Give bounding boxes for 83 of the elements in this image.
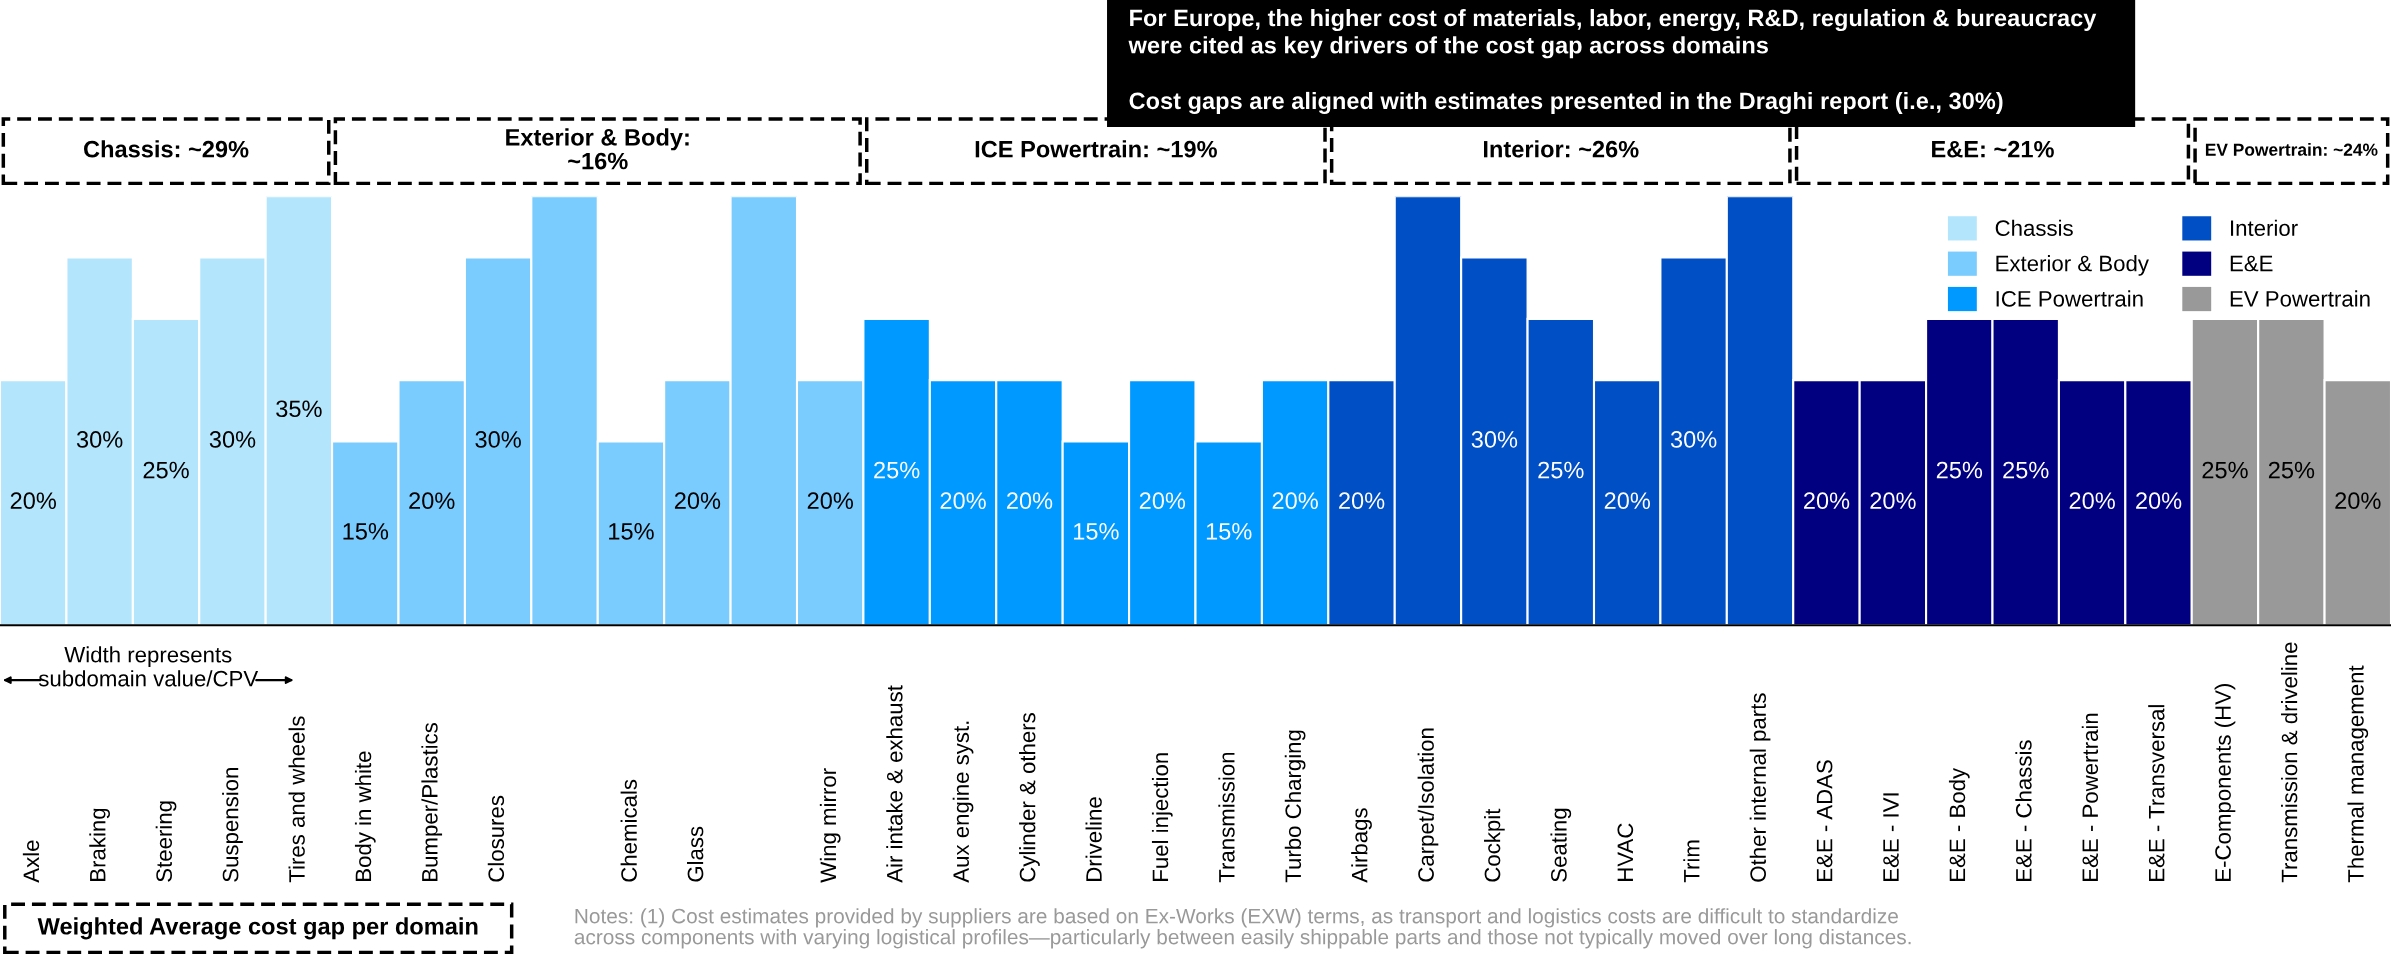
- x-tick-label: Turbo Charging: [1284, 730, 1306, 883]
- x-tick-label: Driveline: [1085, 797, 1102, 881]
- x-tick-label: Aux engine syst.: [952, 721, 974, 883]
- x-tick-label: E-Components (HV): [2214, 684, 2236, 881]
- x-tick-label: E&E - Chassis: [2015, 740, 2032, 881]
- text: Width represents subdomain value/CPV: [38, 646, 259, 687]
- x-tick-label: Air intake & exhaust: [886, 685, 903, 883]
- data-label: 20%: [1339, 492, 1385, 510]
- data-label: 20%: [2335, 492, 2381, 510]
- x-tick-label: E&E - ADAS: [1816, 760, 1833, 881]
- legend-label: EV Powertrain: [2230, 290, 2370, 307]
- data-label: 35%: [276, 400, 322, 418]
- data-label: 30%: [76, 431, 123, 448]
- data-label: 20%: [1870, 492, 1916, 510]
- x-tick-label: E&E - Body: [1948, 767, 1970, 881]
- data-label: 20%: [2136, 492, 2182, 510]
- x-tick-label: E&E - Powertrain: [2081, 713, 2099, 881]
- data-label: 15%: [343, 523, 389, 540]
- x-tick-label: Wing mirror: [819, 768, 841, 883]
- x-tick-label: Steering: [155, 801, 177, 882]
- x-tick-label: Transmission & driveline: [2281, 642, 2298, 883]
- x-tick-label: Bumper/Plastics: [421, 722, 443, 881]
- legend-label: Interior: [2231, 219, 2298, 237]
- x-tick-label: Seating: [1550, 808, 1572, 882]
- text: EV Powertrain: ~24%: [2205, 143, 2378, 156]
- text: Chassis: ~29%: [84, 140, 249, 158]
- text: Weighted Average cost gap per domain: [37, 917, 478, 940]
- x-tick-label: Suspension: [222, 768, 243, 882]
- x-tick-label: E&E - Transversal: [2148, 705, 2165, 881]
- data-label: 20%: [1604, 492, 1650, 510]
- x-tick-label: E&E - IVI: [1883, 793, 1899, 881]
- data-label: 20%: [1139, 492, 1186, 510]
- data-label: 20%: [807, 492, 853, 510]
- legend-label: Exterior & Body: [1996, 255, 2149, 276]
- data-label: 25%: [874, 461, 920, 479]
- data-label: 20%: [10, 492, 56, 510]
- data-label: 30%: [1471, 431, 1518, 448]
- text: ICE Powertrain: ~19%: [975, 140, 1217, 158]
- data-label: 15%: [609, 523, 654, 540]
- data-label: 20%: [1804, 492, 1850, 510]
- x-tick-label: Glass: [687, 826, 704, 882]
- x-tick-label: Thermal management: [2347, 665, 2369, 883]
- x-tick-label: Closures: [487, 795, 505, 882]
- x-tick-label: Braking: [89, 808, 110, 881]
- x-tick-label: Cylinder & others: [1019, 713, 1040, 882]
- text: E&E: ~21%: [1932, 140, 2054, 158]
- text: Notes: (1) Cost estimates provided by suppliers are based on Ex-Works (EXW) terms, as transport and logistics costs are difficult to standardize across components with varying logistical profiles—particularly between easily shippable parts and those not typically moved over long distances.: [574, 908, 1911, 949]
- x-tick-label: Cockpit: [1484, 808, 1505, 882]
- x-tick-label: Body in white: [354, 751, 376, 881]
- text: Cost gaps are aligned with estimates presented in the Draghi report (i.e., 30%): [1129, 91, 2003, 114]
- data-label: 25%: [2003, 461, 2049, 479]
- data-label: 25%: [143, 461, 189, 479]
- x-tick-label: Transmission: [1218, 752, 1235, 883]
- data-label: 25%: [1538, 461, 1584, 479]
- data-label: 20%: [1007, 492, 1053, 510]
- x-tick-label: Trim: [1683, 840, 1700, 883]
- data-label: 20%: [940, 492, 986, 510]
- x-tick-label: Chemicals: [620, 779, 637, 882]
- legend-label: ICE Powertrain: [1996, 290, 2143, 307]
- legend-label: E&E: [2230, 255, 2273, 272]
- data-label: 20%: [674, 492, 721, 510]
- data-label: 15%: [1206, 523, 1252, 540]
- data-label: 30%: [209, 431, 256, 448]
- x-tick-label: Tires and wheels: [288, 716, 305, 883]
- data-label: 20%: [2069, 492, 2115, 510]
- data-label: 30%: [475, 431, 521, 448]
- data-label: 25%: [2202, 461, 2248, 479]
- data-label: 25%: [1936, 461, 1983, 479]
- data-label: 15%: [1074, 523, 1119, 540]
- x-tick-label: Fuel injection: [1151, 753, 1173, 881]
- data-label: 30%: [1670, 431, 1717, 448]
- data-label: 20%: [409, 492, 455, 510]
- text: Exterior & Body: ~16%: [506, 128, 689, 170]
- x-tick-label: HVAC: [1617, 823, 1634, 881]
- legend-label: Chassis: [1995, 219, 2073, 237]
- x-tick-label: Axle: [22, 840, 40, 883]
- x-tick-label: Other internal parts: [1749, 693, 1771, 882]
- x-tick-label: Airbags: [1351, 808, 1372, 883]
- text: For Europe, the higher cost of materials, labor, energy, R&D, regulation & bureaucracy were cited as key drivers of the cost gap across domains: [1128, 8, 2097, 59]
- x-tick-label: Carpet/Isolation: [1417, 728, 1439, 882]
- text: Interior: ~26%: [1483, 140, 1639, 158]
- data-label: 25%: [2268, 461, 2315, 479]
- data-label: 20%: [1272, 492, 1318, 510]
